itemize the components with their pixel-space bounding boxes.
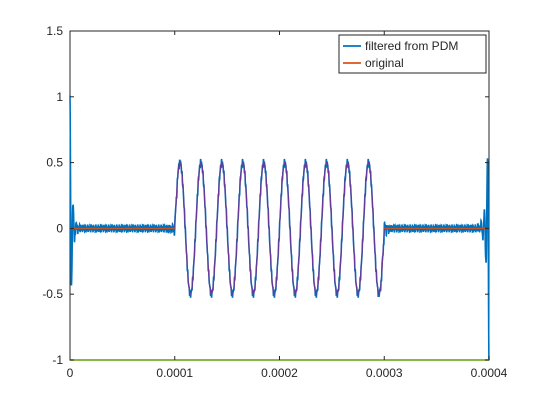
tick-layer: 0 0.0001 0.0002 0.0003 0.0004 -1 -0.5 0 0.5 1 1.5 (42, 24, 507, 380)
series-original (174, 162, 385, 295)
axes-frame (69, 30, 490, 361)
y-tick-label: 0.5 (46, 156, 63, 170)
y-tick-label: 1.5 (46, 24, 63, 38)
x-tick-label: 0 (67, 366, 74, 380)
legend-label: filtered from PDM (365, 39, 458, 53)
x-tick-label: 0.0001 (156, 366, 193, 380)
x-tick-label: 0.0002 (261, 366, 298, 380)
y-tick-label: -0.5 (42, 287, 63, 301)
y-tick-label: 0 (56, 221, 63, 235)
legend-box (338, 34, 487, 74)
axes-box (69, 30, 490, 361)
legend: filtered from PDM original (338, 34, 487, 74)
x-tick-label: 0.0003 (366, 366, 403, 380)
legend-label: original (365, 56, 404, 70)
y-tick-label: -1 (52, 353, 63, 367)
x-tick-label: 0.0004 (471, 366, 508, 380)
y-tick-label: 1 (56, 90, 63, 104)
